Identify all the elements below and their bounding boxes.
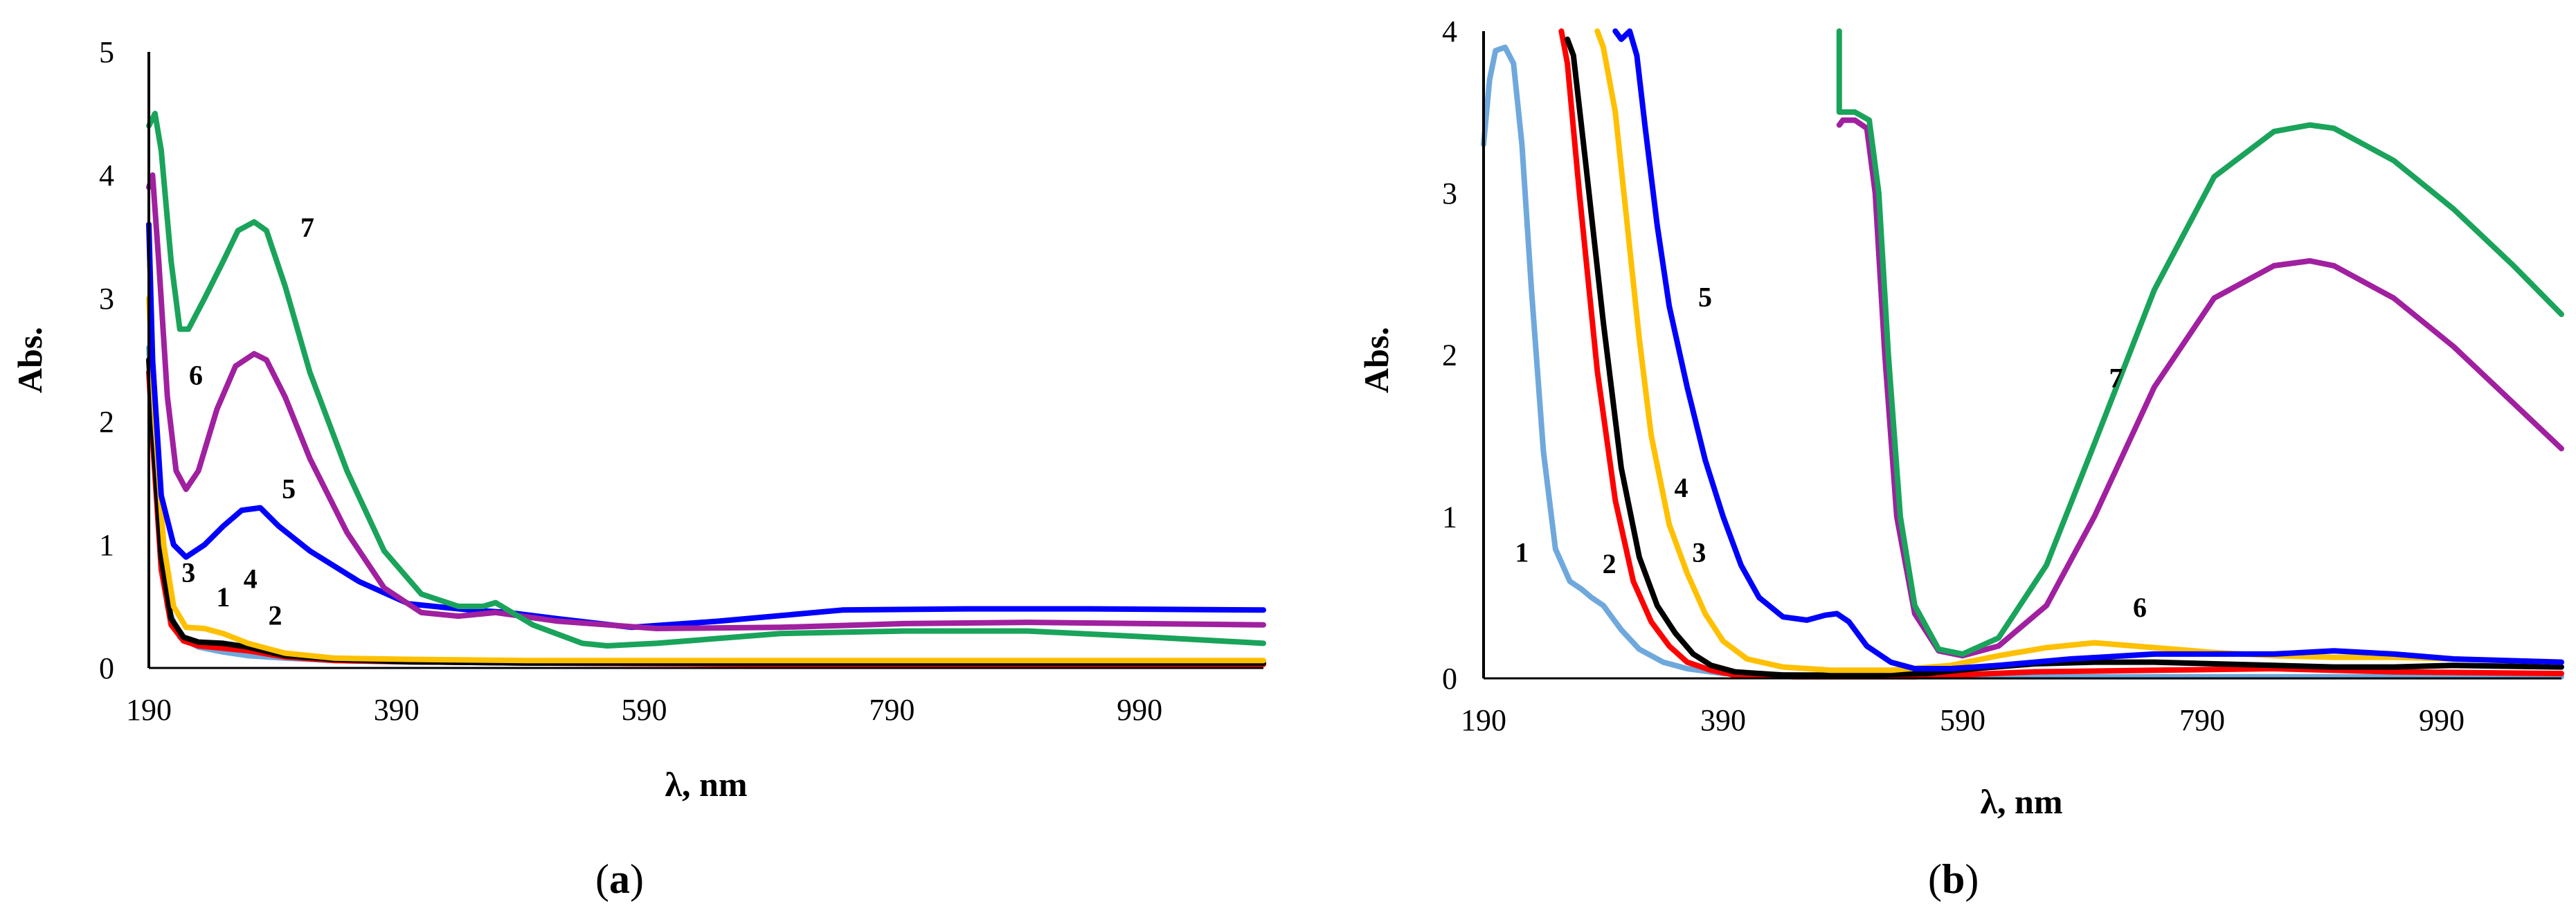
panel-a-curve-label-5: 5 [282, 473, 296, 504]
panel-a-series-3-line [146, 357, 1266, 666]
panel-b-xtick-label: 390 [1700, 703, 1746, 737]
panel-b-series-6-line [1836, 117, 2564, 659]
panel-b-xtick-label: 790 [2179, 703, 2225, 737]
panel-b-curve-label-1: 1 [1515, 537, 1529, 568]
panel-a-series-7-line [146, 111, 1266, 649]
panel-b-series-5-line [1612, 28, 2564, 671]
panel-a-curve-label-6: 6 [189, 360, 203, 391]
panel-b-ylabel: Abs. [1357, 327, 1396, 393]
panel-b-xtick-label: 190 [1461, 703, 1506, 737]
panel-a-xlabel: λ, nm [665, 765, 747, 804]
panel-b-ytick-label: 0 [1442, 662, 1457, 696]
panel-a-label: (a) [595, 856, 644, 902]
panel-b-ytick-label: 4 [1442, 15, 1457, 48]
panel-b-curve-label-5: 5 [1698, 281, 1712, 312]
panel-a-series-4-line [146, 296, 1266, 664]
panel-b-series-3-line [1565, 36, 2564, 678]
panel-a-ytick-label: 3 [99, 282, 114, 316]
panel-a-curve-label-3: 3 [181, 557, 195, 588]
panel-a-xtick-label: 190 [126, 693, 172, 727]
panel-a: 0 1 2 3 4 5 190 390 590 790 990 1 2 3 4 5 6 7 Abs. λ, nm… [10, 35, 1266, 902]
panel-a-xtick-label: 390 [374, 693, 420, 727]
panel-b-series-4-line [1594, 28, 2564, 674]
panel-a-ytick-label: 0 [99, 651, 114, 685]
panel-b-label: (b) [1928, 856, 1979, 902]
panel-b-curve-label-2: 2 [1603, 548, 1616, 579]
panel-b-xtick-label: 590 [1940, 703, 1985, 737]
panel-a-curve-label-1: 1 [216, 581, 230, 613]
panel-b-curve-label-7: 7 [2109, 362, 2123, 393]
panel-a-ytick-label: 1 [99, 528, 114, 562]
panel-b-ticks: 0 1 2 3 4 190 390 590 790 990 [1442, 15, 2465, 737]
panel-a-xtick-label: 590 [622, 693, 667, 727]
panel-b-curve-label-3: 3 [1692, 537, 1706, 568]
panel-b-curves [1481, 28, 2564, 680]
panel-b-ytick-label: 1 [1442, 500, 1457, 534]
panel-b-curve-label-6: 6 [2133, 592, 2147, 623]
panel-a-ytick-label: 4 [99, 159, 114, 192]
panel-a-ytick-label: 5 [99, 35, 114, 69]
panel-a-series-6-line [146, 172, 1266, 631]
panel-b-letter: b [1942, 856, 1965, 902]
panel-b-xtick-label: 990 [2419, 703, 2465, 737]
panel-a-ytick-label: 2 [99, 405, 114, 439]
panel-a-curve-label-7: 7 [300, 212, 314, 243]
panel-b-xlabel: λ, nm [1980, 782, 2062, 821]
panel-b-series-7-line [1836, 28, 2564, 657]
panel-a-curve-label-4: 4 [244, 563, 258, 594]
panel-b-ytick-label: 3 [1442, 177, 1457, 210]
panel-a-curve-labels: 1 2 3 4 5 6 7 [181, 212, 314, 631]
panel-a-curves [146, 111, 1266, 667]
panel-b-ytick-label: 2 [1442, 338, 1457, 372]
panel-a-letter: a [609, 856, 630, 902]
panel-a-xtick-label: 790 [869, 693, 915, 727]
panel-a-curve-label-2: 2 [268, 600, 282, 631]
panel-b-curve-labels: 1 2 3 4 5 6 7 [1515, 281, 2147, 623]
panel-b-curve-label-4: 4 [1674, 472, 1688, 503]
panel-a-series-5-line [146, 222, 1266, 631]
panel-b-series-2-line [1558, 28, 2564, 680]
panel-a-ticks: 0 1 2 3 4 5 190 390 590 790 990 [99, 35, 1162, 727]
panel-a-xtick-label: 990 [1117, 693, 1162, 727]
panel-a-ylabel: Abs. [10, 327, 49, 393]
